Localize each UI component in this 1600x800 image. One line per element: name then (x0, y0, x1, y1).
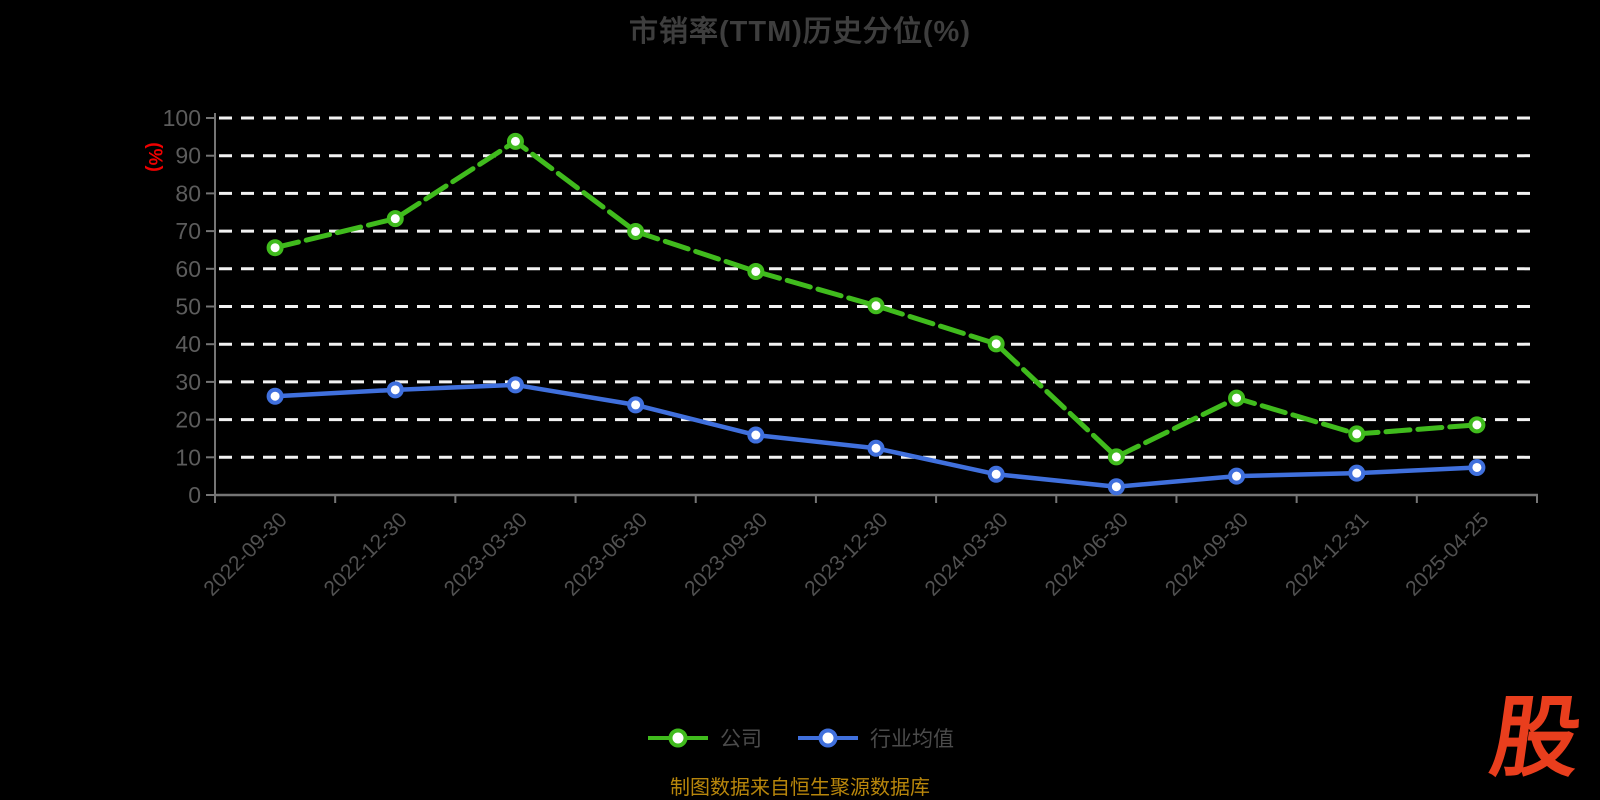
x-axis-label-0: 2022-09-30 (199, 508, 291, 600)
data-point-行业均值-2025-04-25[interactable] (1468, 458, 1486, 476)
legend-label-industry-average: 行业均值 (870, 728, 954, 751)
data-point-行业均值-2024-06-30[interactable] (1107, 478, 1125, 496)
data-point-行业均值-2022-12-30[interactable] (386, 381, 404, 399)
legend-item-company[interactable]: 公司 (646, 723, 762, 753)
series-line-0 (272, 138, 1480, 460)
x-axis-label-4: 2023-09-30 (680, 508, 772, 600)
data-point-公司-2023-09-30[interactable] (747, 262, 765, 280)
y-axis-label-0: 0 (188, 482, 201, 508)
data-point-行业均值-2023-03-30[interactable] (506, 376, 524, 394)
chart-title: 市销率(TTM)历史分位(%) (628, 16, 971, 48)
x-axis-label-7: 2024-06-30 (1041, 508, 1133, 600)
data-point-公司-2022-09-30[interactable] (266, 239, 284, 257)
data-point-公司-2023-12-30[interactable] (867, 297, 885, 315)
x-axis-label-2: 2023-03-30 (440, 508, 532, 600)
y-axis-label-40: 40 (175, 331, 201, 357)
data-point-公司-2024-03-30[interactable] (987, 335, 1005, 353)
y-axis-label-10: 10 (175, 444, 201, 470)
x-axis-label-5: 2023-12-30 (800, 508, 892, 600)
y-axis-label-30: 30 (175, 369, 201, 395)
y-axis-label-90: 90 (175, 143, 201, 169)
series-line-1 (272, 382, 1480, 489)
data-point-公司-2023-03-30[interactable] (506, 132, 524, 150)
data-point-公司-2024-09-30[interactable] (1228, 389, 1246, 407)
brand-logo: 股 (1485, 688, 1588, 787)
data-point-行业均值-2024-09-30[interactable] (1228, 467, 1246, 485)
legend-item-industry-average[interactable]: 行业均值 (796, 723, 954, 753)
data-point-行业均值-2023-12-30[interactable] (867, 439, 885, 457)
y-axis-label-100: 100 (163, 105, 201, 131)
data-point-公司-2024-12-31[interactable] (1348, 425, 1366, 443)
data-point-公司-2024-06-30[interactable] (1107, 448, 1125, 466)
data-point-公司-2022-12-30[interactable] (386, 210, 404, 228)
data-point-行业均值-2023-09-30[interactable] (747, 426, 765, 444)
y-axis-label-50: 50 (175, 294, 201, 320)
x-axis-label-9: 2024-12-31 (1281, 508, 1373, 600)
x-axis-label-10: 2025-04-25 (1401, 508, 1493, 600)
x-axis-label-1: 2022-12-30 (320, 508, 412, 600)
data-source-note: 制图数据来自恒生聚源数据库 (670, 777, 930, 799)
data-point-行业均值-2023-06-30[interactable] (627, 396, 645, 414)
y-axis-label-80: 80 (175, 180, 201, 206)
data-point-行业均值-2024-03-30[interactable] (987, 465, 1005, 483)
industry-series-marker-icon (798, 728, 858, 748)
data-point-公司-2025-04-25[interactable] (1468, 416, 1486, 434)
company-series-marker-icon (648, 728, 708, 748)
data-point-行业均值-2022-09-30[interactable] (266, 387, 284, 405)
data-point-行业均值-2024-12-31[interactable] (1348, 464, 1366, 482)
x-axis-label-3: 2023-06-30 (560, 508, 652, 600)
y-axis-label-20: 20 (175, 407, 201, 433)
y-axis-label-60: 60 (175, 256, 201, 282)
legend-label-company: 公司 (720, 728, 762, 751)
x-axis-label-6: 2024-03-30 (920, 508, 1012, 600)
y-axis-label-70: 70 (175, 218, 201, 244)
data-point-公司-2023-06-30[interactable] (627, 222, 645, 240)
x-axis-label-8: 2024-09-30 (1161, 508, 1253, 600)
chart-legend: 公司 行业均值 (0, 718, 1600, 758)
